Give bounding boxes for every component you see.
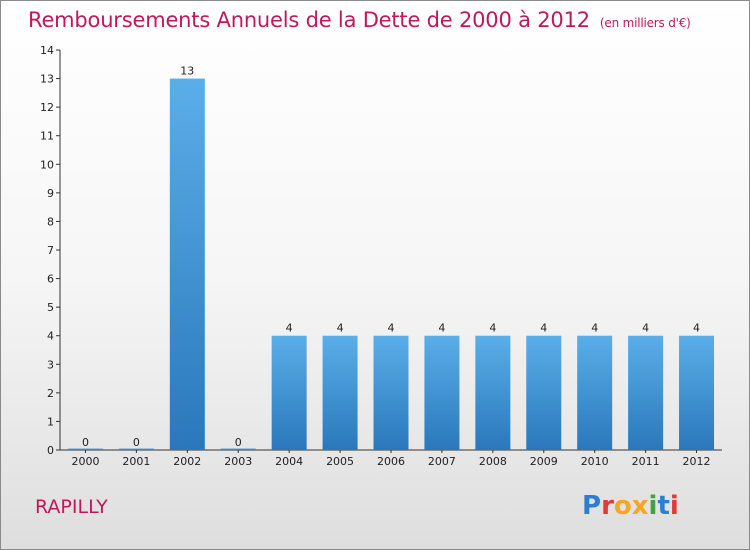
x-tick-label: 2000 — [71, 455, 99, 468]
chart-subtitle: (en milliers d'€) — [599, 16, 691, 30]
bar — [577, 335, 613, 450]
y-tick-label: 7 — [47, 244, 54, 257]
commune-name: RAPILLY — [35, 496, 108, 518]
logo-letter: t — [657, 491, 670, 521]
x-tick-label: 2011 — [632, 455, 660, 468]
bar — [322, 335, 358, 450]
data-label: 4 — [388, 322, 395, 335]
data-label: 0 — [82, 436, 89, 449]
logo-letter: i — [669, 491, 679, 521]
x-tick-label: 2006 — [377, 455, 405, 468]
data-label: 4 — [642, 322, 649, 335]
x-tick-label: 2009 — [530, 455, 558, 468]
y-tick-label: 13 — [40, 73, 54, 86]
x-tick-label: 2012 — [683, 455, 711, 468]
bar — [67, 448, 103, 450]
data-label: 4 — [489, 322, 496, 335]
y-tick-label: 6 — [47, 273, 54, 286]
bar — [271, 335, 307, 450]
logo-letter: r — [601, 491, 614, 521]
logo-letter: i — [648, 491, 658, 521]
y-tick-label: 2 — [47, 387, 54, 400]
bar — [169, 78, 205, 451]
bar — [220, 448, 256, 450]
x-tick-label: 2004 — [275, 455, 303, 468]
bar — [679, 335, 715, 450]
y-tick-label: 3 — [47, 358, 54, 371]
x-tick-label: 2001 — [122, 455, 150, 468]
data-label: 4 — [540, 322, 547, 335]
data-label: 4 — [337, 322, 344, 335]
bar — [118, 448, 154, 450]
bar — [628, 335, 664, 450]
y-tick-label: 0 — [47, 444, 54, 457]
logo-letter: P — [582, 491, 602, 521]
proxiti-logo: Proxiti — [582, 491, 679, 521]
y-tick-label: 11 — [40, 130, 54, 143]
bar — [424, 335, 460, 450]
logo-letter: x — [631, 491, 649, 521]
bar — [526, 335, 562, 450]
data-label: 0 — [235, 436, 242, 449]
data-label: 4 — [438, 322, 445, 335]
chart-title-text: Remboursements Annuels de la Dette de 20… — [28, 8, 590, 32]
chart-title: Remboursements Annuels de la Dette de 20… — [28, 8, 691, 32]
y-tick-label: 14 — [40, 44, 54, 57]
y-tick-label: 8 — [47, 215, 54, 228]
y-tick-label: 10 — [40, 158, 54, 171]
x-tick-label: 2008 — [479, 455, 507, 468]
y-tick-label: 5 — [47, 301, 54, 314]
data-label: 4 — [693, 322, 700, 335]
y-tick-label: 9 — [47, 187, 54, 200]
data-label: 4 — [286, 322, 293, 335]
y-tick-label: 1 — [47, 415, 54, 428]
bar — [475, 335, 511, 450]
data-label: 4 — [591, 322, 598, 335]
x-tick-label: 2003 — [224, 455, 252, 468]
x-tick-label: 2007 — [428, 455, 456, 468]
data-label: 0 — [133, 436, 140, 449]
y-tick-label: 12 — [40, 101, 54, 114]
x-tick-label: 2002 — [173, 455, 201, 468]
bar — [373, 335, 409, 450]
data-label: 13 — [180, 65, 194, 78]
logo-letter: o — [613, 491, 632, 521]
x-tick-label: 2005 — [326, 455, 354, 468]
y-tick-label: 4 — [47, 330, 54, 343]
x-tick-label: 2010 — [581, 455, 609, 468]
